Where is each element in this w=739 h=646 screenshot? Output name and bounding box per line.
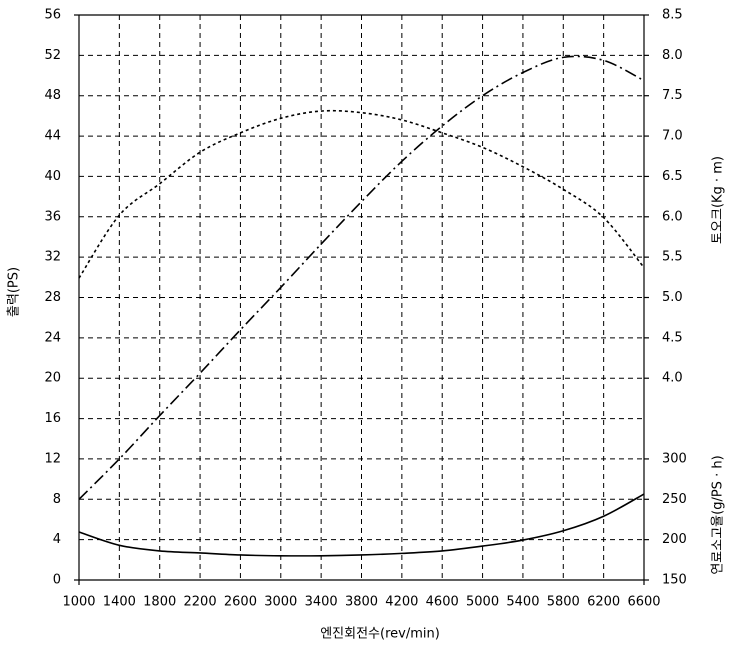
x-tick-label: 2200	[184, 595, 217, 610]
y-tick-label: 4	[53, 532, 61, 547]
x-tick-label: 3400	[305, 595, 338, 610]
x-tick-label: 5400	[506, 595, 539, 610]
y2-tick-label: 4.0	[662, 371, 683, 386]
x-tick-label: 6200	[587, 595, 620, 610]
y-tick-label: 44	[44, 129, 61, 144]
x-tick-label: 3800	[345, 595, 378, 610]
y2-tick-label: 5.0	[662, 290, 683, 305]
y-tick-label: 48	[44, 88, 61, 103]
y-tick-label: 36	[44, 209, 61, 224]
y2-tick-label: 8.5	[662, 8, 683, 23]
x-tick-label: 1800	[143, 595, 176, 610]
y3-tick-label: 150	[662, 573, 687, 588]
series-line	[78, 109, 645, 279]
y2-axis-label: 토오크(Kg · m)	[711, 156, 726, 244]
x-tick-label: 4200	[385, 595, 418, 610]
y2-tick-label: 6.0	[662, 209, 683, 224]
y-tick-label: 8	[53, 492, 61, 507]
x-tick-label: 6600	[627, 595, 660, 610]
x-tick-label: 4600	[426, 595, 459, 610]
y-axis-label: 출력(PS)	[7, 267, 22, 317]
y-tick-label: 20	[44, 371, 61, 386]
y-tick-label: 24	[44, 330, 61, 345]
y-tick-label: 40	[44, 169, 61, 184]
y3-axis-label: 연료소고율(g/PS · h)	[711, 455, 726, 574]
x-tick-label: 2600	[224, 595, 257, 610]
y-tick-label: 52	[44, 48, 61, 63]
y3-tick-label: 250	[662, 492, 687, 507]
y2-tick-label: 7.5	[662, 88, 683, 103]
x-tick-label: 5000	[466, 595, 499, 610]
y-tick-label: 16	[44, 411, 61, 426]
y3-tick-label: 300	[662, 451, 687, 466]
y2-tick-label: 7.0	[662, 129, 683, 144]
y-tick-label: 32	[44, 250, 61, 265]
x-tick-label: 5800	[547, 595, 580, 610]
y-tick-label: 0	[53, 573, 61, 588]
y-tick-label: 56	[44, 8, 61, 23]
y-tick-label: 12	[44, 451, 61, 466]
x-tick-label: 3000	[264, 595, 297, 610]
y3-tick-label: 200	[662, 532, 687, 547]
y2-tick-label: 8.0	[662, 48, 683, 63]
series-line	[78, 55, 645, 500]
x-axis-label: 엔진회전수(rev/min)	[320, 627, 440, 642]
y2-tick-label: 6.5	[662, 169, 683, 184]
y-tick-label: 28	[44, 290, 61, 305]
x-tick-label: 1000	[62, 595, 95, 610]
x-tick-label: 1400	[103, 595, 136, 610]
series-line	[78, 493, 645, 557]
y2-tick-label: 4.5	[662, 330, 683, 345]
y2-tick-label: 5.5	[662, 250, 683, 265]
